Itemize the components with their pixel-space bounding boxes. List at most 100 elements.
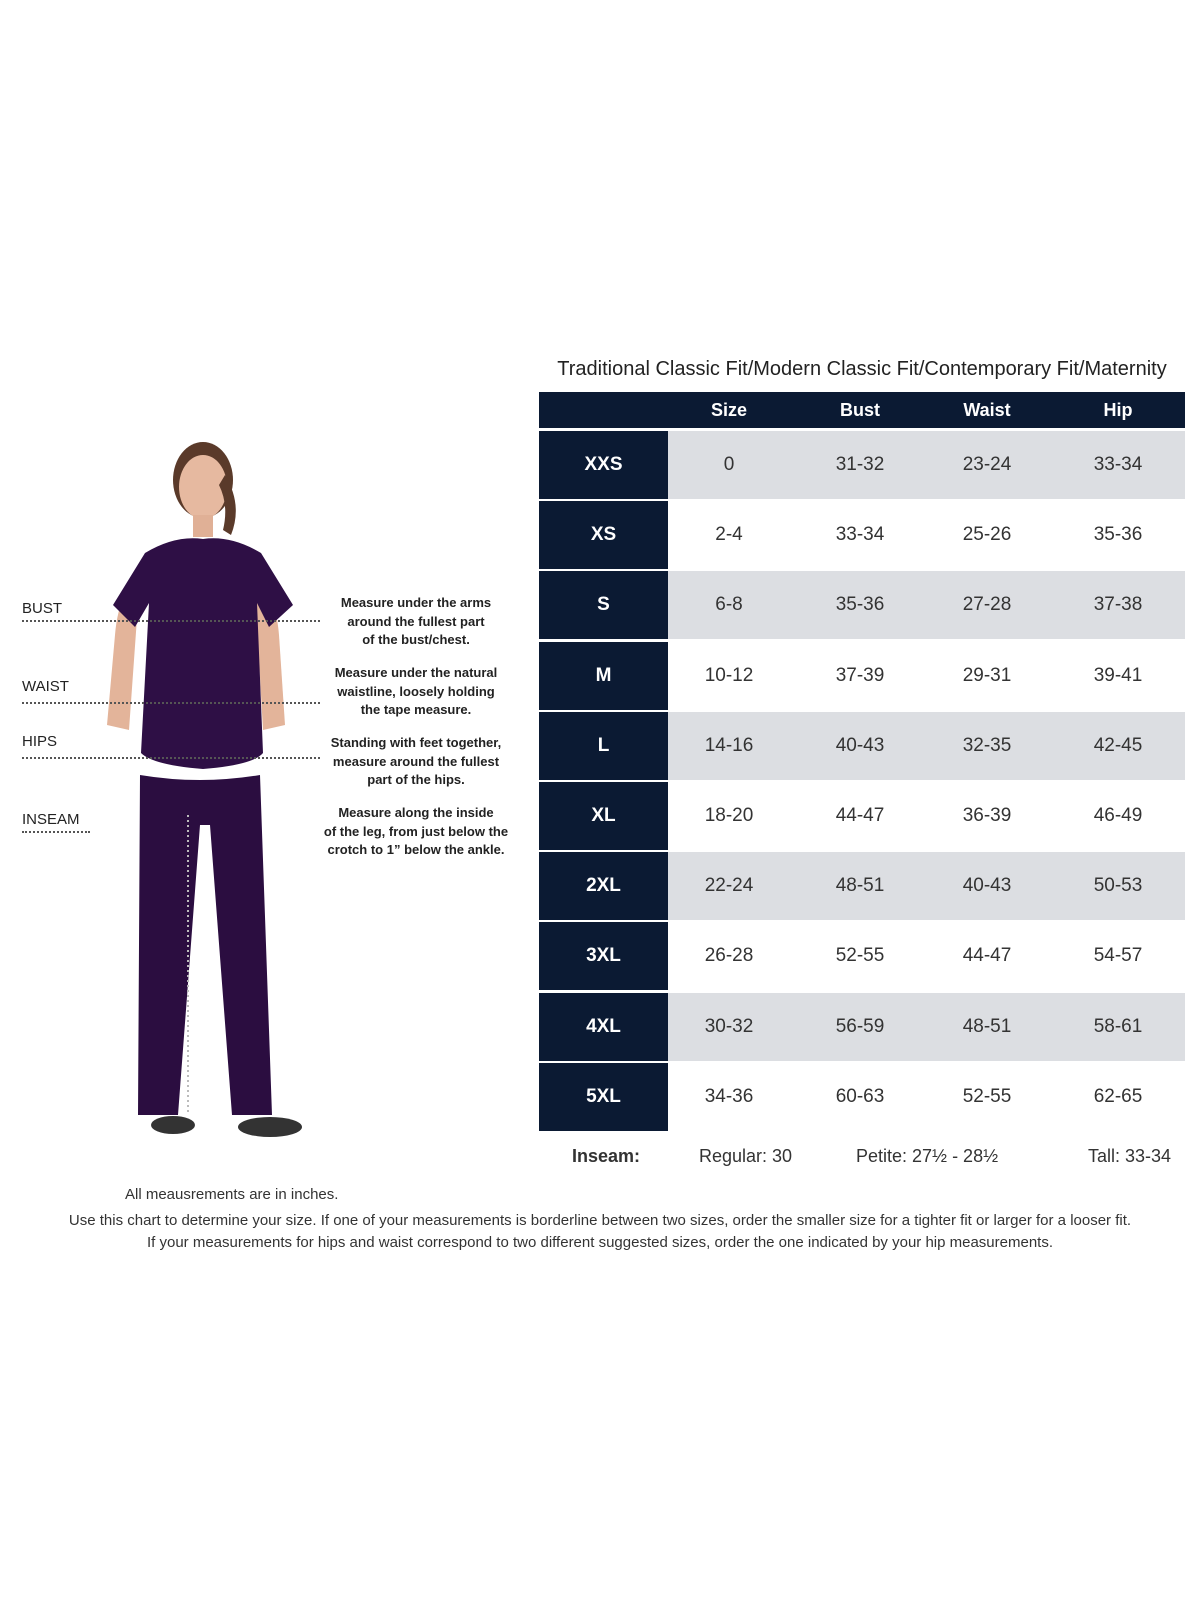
desc-line: the tape measure. bbox=[360, 702, 472, 717]
cell-size: 2-4 bbox=[715, 524, 743, 546]
cell-size: 22-24 bbox=[704, 875, 754, 897]
size-label: M bbox=[539, 641, 668, 710]
table-row: 2XL 22-24 48-51 40-43 50-53 bbox=[539, 852, 1185, 922]
waist-description: Measure under the natural waistline, loo… bbox=[316, 664, 516, 720]
cell-size: 34-36 bbox=[704, 1085, 754, 1107]
cell-hip: 42-45 bbox=[1093, 734, 1143, 756]
desc-line: crotch to 1” below the ankle. bbox=[327, 842, 505, 857]
table-row: XL 18-20 44-47 36-39 46-49 bbox=[539, 782, 1185, 852]
cell-hip: 46-49 bbox=[1093, 805, 1143, 826]
cell-hip: 35-36 bbox=[1093, 524, 1143, 546]
cell-size: 0 bbox=[723, 454, 735, 475]
cell-waist: 25-26 bbox=[962, 524, 1012, 546]
table-row: M 10-12 37-39 29-31 39-41 bbox=[539, 641, 1185, 712]
table-row: S 6-8 35-36 27-28 37-38 bbox=[539, 571, 1185, 641]
bust-line bbox=[22, 620, 320, 622]
cell-waist: 36-39 bbox=[962, 805, 1012, 826]
size-label: XS bbox=[539, 501, 668, 570]
inseam-line bbox=[22, 831, 90, 833]
row-band bbox=[668, 571, 1185, 640]
inseam-description: Measure along the inside of the leg, fro… bbox=[306, 804, 526, 860]
row-band bbox=[668, 431, 1185, 499]
cell-waist: 32-35 bbox=[962, 734, 1012, 756]
header-bust: Bust bbox=[840, 400, 880, 420]
desc-line: measure around the fullest bbox=[332, 753, 500, 769]
cell-size: 10-12 bbox=[704, 664, 754, 686]
cell-bust: 31-32 bbox=[835, 454, 885, 475]
desc-line: waistline, loosely holding bbox=[337, 683, 495, 699]
size-label: S bbox=[539, 571, 668, 640]
cell-size: 18-20 bbox=[704, 805, 754, 826]
cell-hip: 62-65 bbox=[1093, 1085, 1143, 1107]
cell-bust: 60-63 bbox=[835, 1085, 885, 1107]
size-label: 2XL bbox=[539, 852, 668, 921]
header-size: Size bbox=[710, 400, 748, 420]
desc-line: around the fullest part bbox=[347, 613, 485, 629]
cell-hip: 58-61 bbox=[1093, 1015, 1143, 1037]
table-row: 4XL 30-32 56-59 48-51 58-61 bbox=[539, 992, 1185, 1063]
desc-line: Standing with feet together, bbox=[330, 735, 502, 750]
size-note-1: Use this chart to determine your size. I… bbox=[68, 1212, 1132, 1229]
cell-bust: 33-34 bbox=[835, 524, 885, 546]
hips-line bbox=[22, 757, 320, 759]
cell-hip: 33-34 bbox=[1093, 454, 1143, 475]
table-row: L 14-16 40-43 32-35 42-45 bbox=[539, 711, 1185, 782]
cell-bust: 35-36 bbox=[835, 594, 885, 616]
cell-size: 30-32 bbox=[704, 1015, 754, 1037]
cell-bust: 37-39 bbox=[835, 664, 885, 686]
desc-line: Measure under the natural bbox=[334, 665, 498, 680]
inseam-row: Inseam: Regular: 30 Petite: 27½ - 28½ Ta… bbox=[539, 1146, 1185, 1172]
cell-waist: 48-51 bbox=[962, 1015, 1012, 1037]
inseam-petite: Petite: 27½ - 28½ bbox=[856, 1146, 999, 1166]
cell-hip: 54-57 bbox=[1093, 945, 1143, 967]
cell-waist: 27-28 bbox=[962, 594, 1012, 616]
desc-line: part of the hips. bbox=[367, 772, 465, 787]
desc-line: of the bust/chest. bbox=[362, 632, 470, 647]
header-hip: Hip bbox=[1103, 400, 1133, 420]
cell-bust: 52-55 bbox=[835, 945, 885, 967]
size-label: 5XL bbox=[539, 1062, 668, 1131]
size-label: 3XL bbox=[539, 922, 668, 991]
table-row: 5XL 34-36 60-63 52-55 62-65 bbox=[539, 1062, 1185, 1133]
cell-hip: 37-38 bbox=[1093, 594, 1143, 616]
units-note: All meausrements are in inches. bbox=[125, 1186, 339, 1203]
cell-bust: 40-43 bbox=[835, 734, 885, 756]
row-band bbox=[668, 992, 1185, 1061]
table-row: 3XL 26-28 52-55 44-47 54-57 bbox=[539, 922, 1185, 992]
cell-size: 14-16 bbox=[704, 734, 754, 756]
inseam-tall: Tall: 33-34 bbox=[1088, 1146, 1172, 1166]
bust-description: Measure under the arms around the fulles… bbox=[316, 594, 516, 650]
desc-line: Measure along the inside bbox=[338, 805, 494, 820]
table-row: XS 2-4 33-34 25-26 35-36 bbox=[539, 501, 1185, 571]
desc-line: of the leg, from just below the bbox=[323, 823, 509, 839]
cell-waist: 29-31 bbox=[962, 664, 1012, 686]
header-waist: Waist bbox=[963, 400, 1011, 420]
bust-label: BUST bbox=[22, 600, 63, 617]
table-row: XXS 0 31-32 23-24 33-34 bbox=[539, 431, 1185, 501]
model-figure-image bbox=[107, 442, 302, 1137]
inseam-regular: Regular: 30 bbox=[699, 1146, 793, 1166]
size-note-2: If your measurements for hips and waist … bbox=[146, 1234, 1054, 1251]
cell-size: 26-28 bbox=[704, 945, 754, 967]
desc-line: Measure under the arms bbox=[340, 595, 492, 610]
cell-hip: 39-41 bbox=[1093, 664, 1143, 686]
cell-bust: 56-59 bbox=[835, 1015, 885, 1037]
hips-description: Standing with feet together, measure aro… bbox=[306, 734, 526, 790]
waist-line bbox=[22, 702, 320, 704]
inseam-label: INSEAM bbox=[22, 811, 80, 828]
cell-bust: 44-47 bbox=[835, 805, 885, 826]
cell-hip: 50-53 bbox=[1093, 875, 1143, 897]
size-label: XXS bbox=[539, 431, 668, 499]
size-label: XL bbox=[539, 782, 668, 850]
size-label: 4XL bbox=[539, 992, 668, 1061]
row-band bbox=[668, 852, 1185, 921]
waist-label: WAIST bbox=[22, 678, 69, 695]
cell-waist: 44-47 bbox=[962, 945, 1012, 967]
row-band bbox=[668, 711, 1185, 780]
cell-size: 6-8 bbox=[715, 594, 743, 616]
size-label: L bbox=[539, 711, 668, 780]
table-header: Size Bust Waist Hip bbox=[539, 392, 1185, 428]
cell-bust: 48-51 bbox=[835, 875, 885, 897]
hips-label: HIPS bbox=[22, 733, 58, 750]
cell-waist: 40-43 bbox=[962, 875, 1012, 897]
